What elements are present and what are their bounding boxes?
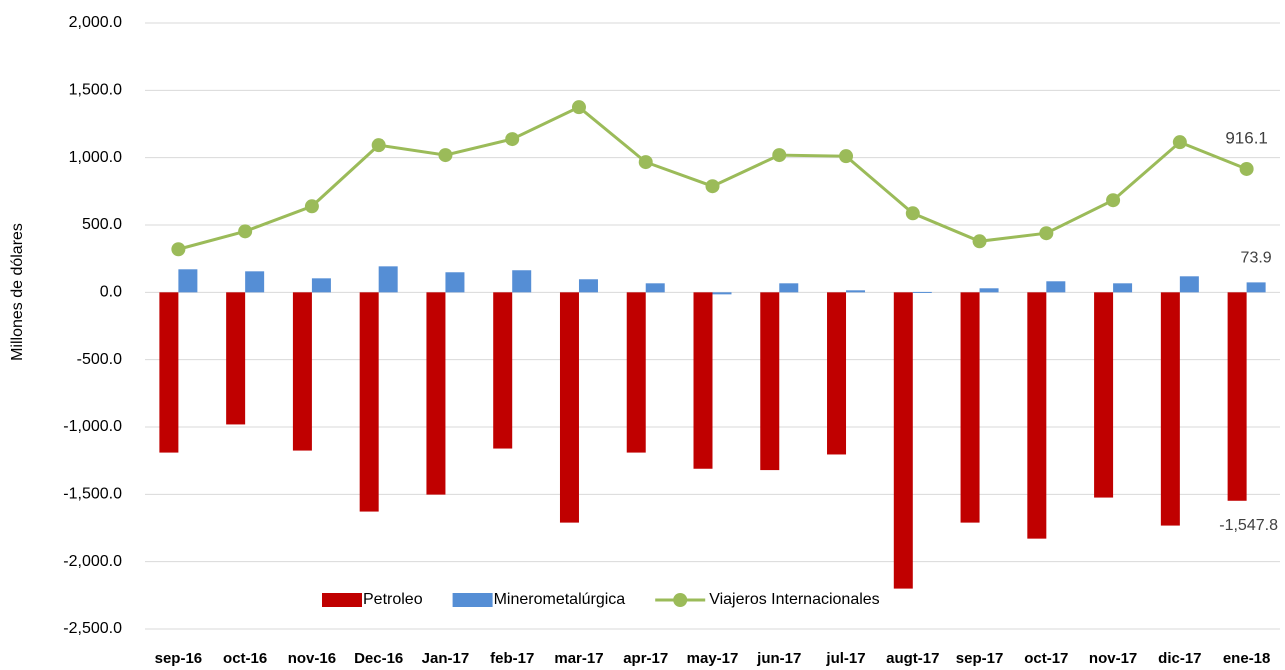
x-tick-label: jun-17 [756,650,801,667]
bar [1246,282,1266,293]
bar [693,292,713,469]
x-tick-label: nov-16 [288,650,336,667]
bar [912,291,932,293]
point [638,155,653,170]
x-tick-label: sep-16 [155,650,203,667]
point [1239,161,1254,176]
point [1172,135,1187,150]
bar [960,292,980,523]
point [839,149,854,164]
legend-swatch [322,593,362,607]
point [1106,193,1121,208]
point [171,242,186,257]
x-tick-label: mar-17 [554,650,603,667]
bar [512,270,532,293]
x-tick-label: oct-17 [1024,650,1068,667]
x-tick-label: oct-16 [223,650,267,667]
x-tick-label: feb-17 [490,650,534,667]
bar [178,269,198,293]
x-tick-label: nov-17 [1089,650,1137,667]
bar [292,292,312,451]
bar [846,290,866,293]
x-tick-label: may-17 [687,650,739,667]
bar [1046,281,1066,293]
bar [359,292,379,512]
bar [159,292,179,453]
x-tick-label: apr-17 [623,650,668,667]
y-tick-label: 2,000.0 [69,14,122,31]
y-tick-label: -1,000.0 [63,418,122,435]
legend-swatch [452,593,493,607]
bar [645,283,665,293]
bar [827,292,847,455]
point [238,224,253,239]
value-label: 916.1 [1225,128,1268,147]
point [705,179,720,194]
y-tick-label: -2,000.0 [63,553,122,570]
x-tick-label: augt-17 [886,650,939,667]
bar [1113,283,1133,293]
line [177,105,1248,251]
x-tick-label: Jan-17 [422,650,470,667]
bar [760,292,780,471]
y-tick-label: 1,500.0 [69,82,122,99]
bar [1227,292,1247,501]
x-tick-label: sep-17 [956,650,1004,667]
bar [578,279,598,293]
bar [493,292,513,449]
x-tick-label: dic-17 [1158,650,1201,667]
legend-label: Viajeros Internacionales [709,591,879,608]
value-label: 73.9 [1241,250,1272,267]
y-tick-label: -2,500.0 [63,620,122,637]
bar [559,292,579,523]
legend-swatch [673,593,688,607]
point [972,234,987,249]
point [1039,226,1054,241]
bar [712,292,732,295]
bar [378,266,398,293]
point [304,199,319,214]
bar [311,278,331,293]
y-axis-label: Millones de dólares [9,223,26,361]
point [772,148,787,163]
y-tick-label: 0.0 [100,284,122,301]
bar [445,272,465,293]
y-tick-label: -1,500.0 [63,486,122,503]
y-tick-label: -500.0 [77,351,122,368]
bar [893,292,913,589]
bar [426,292,446,495]
point [371,138,386,153]
bar [1179,276,1199,293]
legend-label: Petroleo [363,591,423,608]
bar [1027,292,1047,539]
bar [1094,292,1114,498]
point [905,206,920,221]
x-tick-label: jul-17 [825,650,865,667]
bar [979,288,999,293]
point [571,100,586,115]
bar [226,292,246,425]
y-tick-label: 500.0 [82,216,122,233]
bar [779,283,799,293]
bar [1160,292,1180,526]
point [438,148,453,163]
bar [245,271,265,293]
x-tick-label: ene-18 [1223,650,1271,667]
legend-label: Minerometalúrgica [494,591,626,608]
bar [626,292,646,453]
x-tick-label: Dec-16 [354,650,403,667]
y-tick-label: 1,000.0 [69,149,122,166]
point [505,132,520,147]
value-label: -1,547.8 [1219,517,1278,534]
